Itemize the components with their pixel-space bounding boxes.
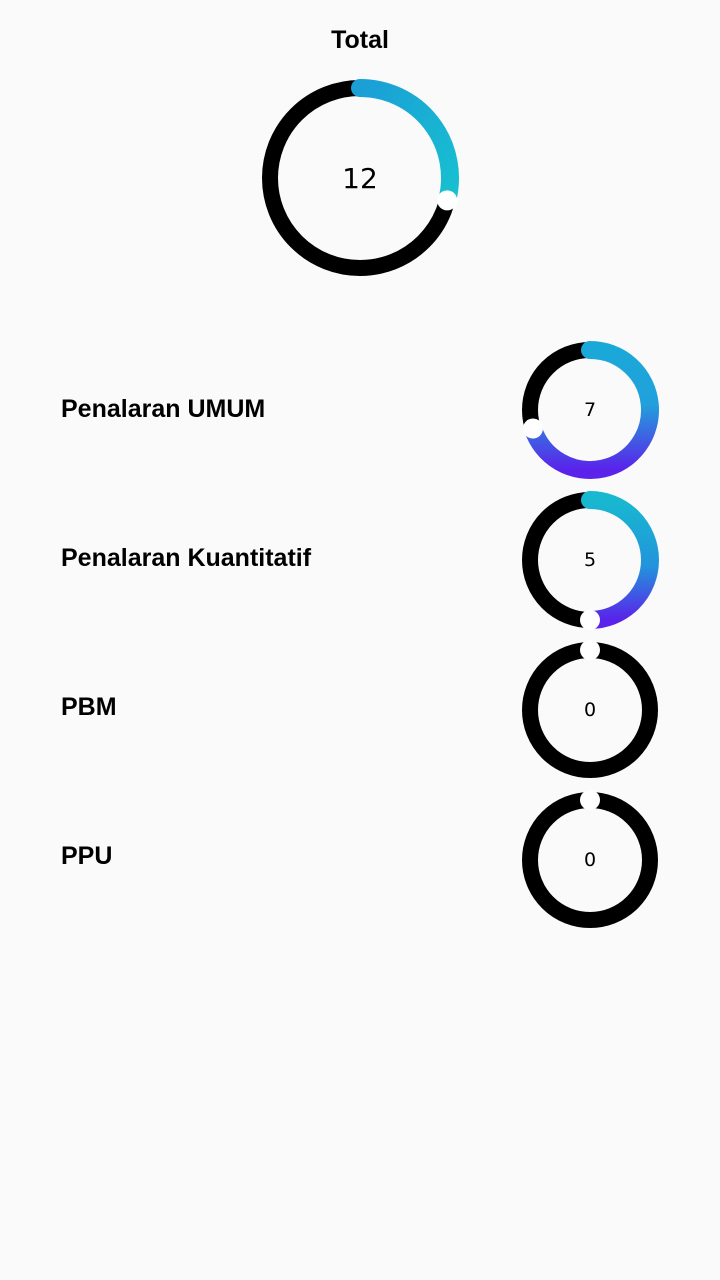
category-ring-pbm: 0 (520, 640, 660, 780)
category-label-penalaran-kuantitatif: Penalaran Kuantitatif (61, 544, 312, 572)
category-ring-knob[interactable] (580, 610, 600, 630)
category-value: 0 (583, 849, 597, 871)
category-ring-penalaran-kuantitatif: 5 (520, 490, 660, 630)
category-label-ppu: PPU (61, 842, 113, 870)
category-ring-arc (581, 491, 659, 629)
total-ring-knob[interactable] (437, 190, 458, 211)
total-title: Total (331, 26, 389, 54)
total-ring-graphic (262, 79, 459, 276)
category-ring-graphic (522, 341, 659, 479)
category-ring-graphic (522, 790, 658, 928)
category-ring-graphic (522, 640, 658, 778)
category-ring-arc (523, 341, 659, 479)
category-value: 5 (583, 549, 597, 571)
category-label-penalaran-umum: Penalaran UMUM (61, 395, 266, 423)
category-ring-ppu: 0 (520, 790, 660, 930)
category-ring-knob[interactable] (580, 640, 600, 660)
total-ring-arc (351, 79, 459, 210)
category-value: 7 (583, 399, 597, 421)
category-label-pbm: PBM (61, 693, 117, 721)
category-ring-graphic (522, 491, 659, 630)
category-ring-knob[interactable] (522, 418, 543, 439)
category-value: 0 (583, 699, 597, 721)
total-value: 12 (342, 161, 378, 195)
category-ring-penalaran-umum: 7 (520, 340, 660, 480)
total-progress-ring: 12 (260, 78, 460, 278)
category-ring-knob[interactable] (580, 790, 600, 810)
